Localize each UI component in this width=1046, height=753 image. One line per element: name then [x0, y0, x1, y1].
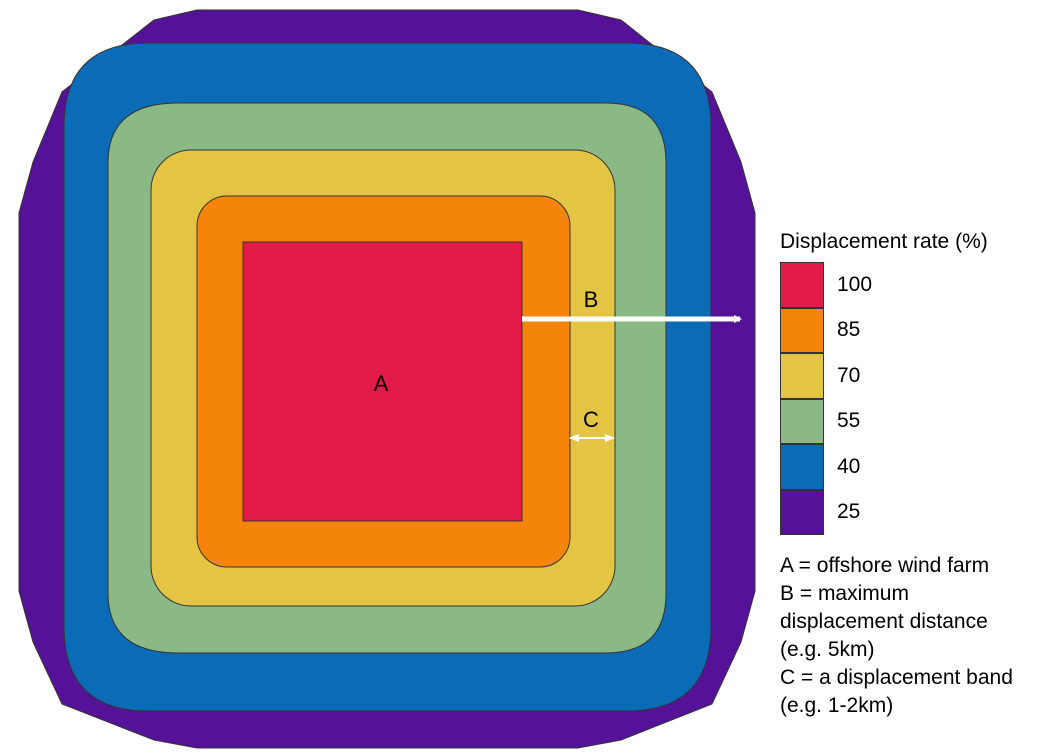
note-line: A = offshore wind farm — [780, 554, 990, 577]
legend-swatch — [780, 489, 824, 535]
note-line: (e.g. 1-2km) — [780, 694, 894, 717]
label-b: B — [584, 287, 599, 312]
label-a: A — [374, 371, 389, 396]
legend: Displacement rate (%) 100 85 70 55 40 25… — [780, 230, 1046, 720]
legend-swatch — [780, 444, 824, 490]
legend-swatch — [780, 262, 824, 308]
note-line: displacement distance — [780, 610, 988, 633]
wind-farm-a — [242, 241, 523, 522]
legend-list: 100 85 70 55 40 25 — [780, 262, 1046, 535]
label-c: C — [583, 407, 599, 432]
legend-item: 70 — [780, 353, 1046, 399]
legend-value: 70 — [837, 363, 861, 387]
legend-value: 25 — [837, 500, 861, 524]
legend-value: 100 — [837, 272, 873, 296]
legend-notes: A = offshore wind farm B = maximum displ… — [780, 552, 1046, 720]
legend-item: 25 — [780, 489, 1046, 535]
legend-value: 40 — [837, 454, 861, 478]
note-line: B = maximum — [780, 582, 909, 605]
legend-value: 55 — [837, 409, 861, 433]
legend-item: 100 — [780, 262, 1046, 308]
legend-value: 85 — [837, 318, 861, 342]
legend-item: 85 — [780, 307, 1046, 353]
legend-swatch — [780, 307, 824, 353]
legend-title: Displacement rate (%) — [780, 230, 988, 253]
legend-item: 40 — [780, 444, 1046, 490]
note-line: C = a displacement band — [780, 666, 1013, 689]
legend-swatch — [780, 398, 824, 444]
legend-item: 55 — [780, 398, 1046, 444]
note-line: (e.g. 5km) — [780, 638, 875, 661]
legend-swatch — [780, 353, 824, 399]
displacement-diagram: A B C — [18, 9, 756, 749]
